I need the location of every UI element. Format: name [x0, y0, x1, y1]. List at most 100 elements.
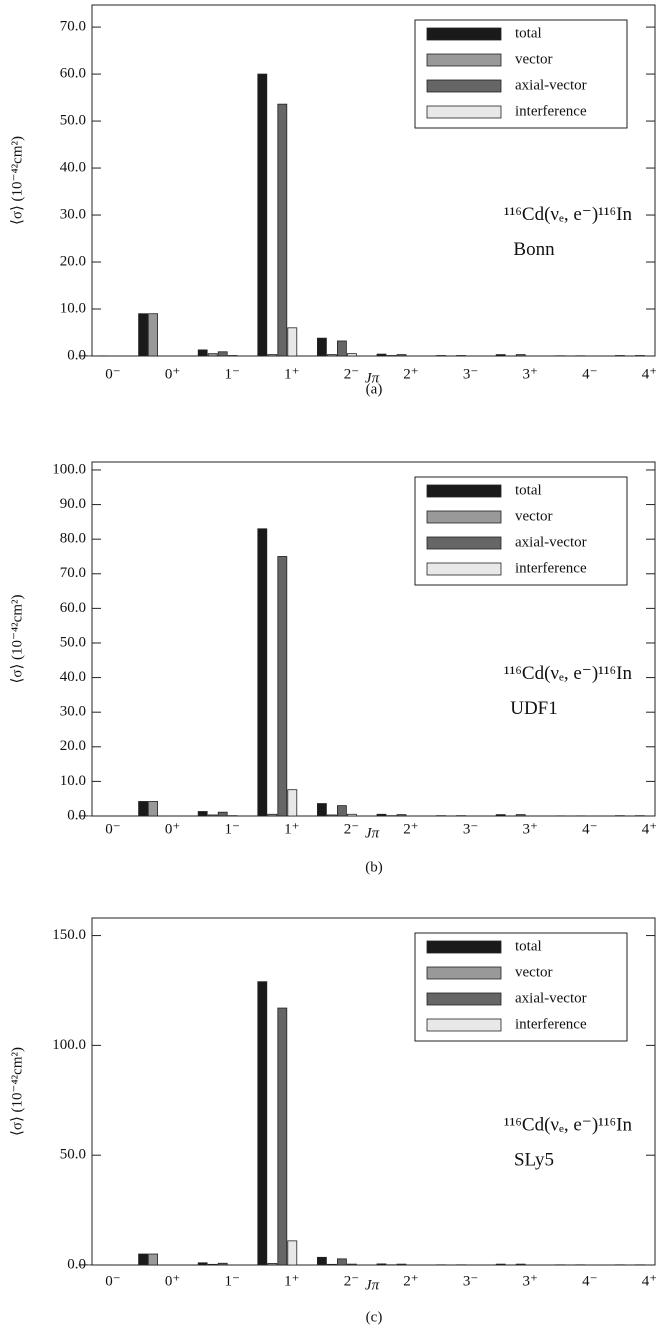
caption: (c)	[366, 1309, 383, 1325]
bar	[396, 354, 407, 357]
legend-swatch	[426, 966, 502, 980]
x-tick-label: 3⁺	[522, 366, 537, 382]
x-tick-label: 0⁺	[165, 1273, 180, 1289]
plot-frame	[91, 461, 656, 817]
legend-label: total	[515, 938, 542, 954]
y-tick-label: 20.0	[60, 253, 86, 269]
y-tick-label: 10.0	[60, 300, 86, 316]
model-label: SLy5	[514, 1150, 554, 1171]
bar	[197, 811, 208, 817]
x-tick-label: 0⁻	[105, 366, 120, 382]
bar	[277, 556, 288, 817]
x-tick-label: 1⁻	[224, 1273, 239, 1289]
bar	[257, 528, 268, 817]
y-tick-label: 60.0	[60, 600, 86, 616]
y-tick-label: 10.0	[60, 773, 86, 789]
bar	[326, 814, 337, 817]
bar	[207, 353, 218, 357]
legend-swatch	[426, 53, 502, 67]
y-tick-label: 90.0	[60, 496, 86, 512]
y-tick-label: 150.0	[52, 927, 86, 943]
plot-frame	[91, 917, 656, 1266]
bar	[495, 1263, 506, 1266]
legend-swatch	[426, 105, 502, 119]
y-tick-label: 20.0	[60, 738, 86, 754]
bar	[138, 1253, 149, 1266]
bar	[376, 353, 387, 357]
annotation: ¹¹⁶Cd(νₑ, e⁻)¹¹⁶In	[504, 204, 633, 225]
legend-label: interference	[515, 560, 587, 576]
x-tick-label: 1⁺	[284, 821, 299, 837]
legend-label: axial-vector	[515, 990, 587, 1006]
bar	[316, 1256, 327, 1266]
y-tick-label: 0.0	[67, 1256, 86, 1272]
bar	[287, 1240, 298, 1266]
y-tick-label: 40.0	[60, 669, 86, 685]
y-axis-label: ⟨σ⟩ (10⁻⁴²cm²)	[9, 136, 25, 225]
bar	[346, 353, 357, 357]
x-tick-label: 0⁺	[165, 821, 180, 837]
bar	[217, 811, 228, 817]
legend-label: interference	[515, 1016, 587, 1032]
y-tick-label: 50.0	[60, 634, 86, 650]
x-tick-label: 2⁺	[403, 1273, 418, 1289]
x-tick-label: 3⁺	[522, 1273, 537, 1289]
bar	[257, 981, 268, 1266]
legend-label: vector	[515, 964, 552, 980]
x-axis-label: Jπ	[365, 1277, 380, 1293]
bar	[287, 789, 298, 817]
x-tick-label: 2⁻	[344, 366, 359, 382]
bar	[396, 1263, 407, 1266]
x-tick-label: 1⁺	[284, 1273, 299, 1289]
bar	[197, 1262, 208, 1266]
bar	[207, 814, 218, 817]
y-tick-label: 40.0	[60, 159, 86, 175]
y-tick-label: 100.0	[52, 1037, 86, 1053]
bar	[138, 313, 149, 357]
bar	[346, 1263, 357, 1266]
y-tick-label: 30.0	[60, 704, 86, 720]
x-tick-label: 4⁺	[642, 366, 656, 382]
legend-swatch	[426, 484, 502, 498]
legend-label: interference	[515, 103, 587, 119]
bar	[138, 801, 149, 817]
x-tick-label: 4⁻	[582, 821, 597, 837]
bar	[148, 801, 159, 817]
x-tick-label: 2⁺	[403, 821, 418, 837]
x-tick-label: 3⁻	[463, 821, 478, 837]
x-tick-label: 4⁻	[582, 366, 597, 382]
legend-swatch	[426, 940, 502, 954]
y-tick-label: 50.0	[60, 1147, 86, 1163]
plot-frame	[91, 4, 656, 357]
bar	[316, 803, 327, 817]
y-tick-label: 100.0	[52, 461, 86, 477]
legend-swatch	[426, 79, 502, 93]
y-tick-label: 80.0	[60, 531, 86, 547]
legend-label: axial-vector	[515, 77, 587, 93]
annotation: ¹¹⁶Cd(νₑ, e⁻)¹¹⁶In	[504, 663, 633, 684]
x-tick-label: 0⁻	[105, 1273, 120, 1289]
y-tick-label: 70.0	[60, 565, 86, 581]
bar	[336, 340, 347, 357]
x-tick-label: 3⁻	[463, 366, 478, 382]
x-tick-label: 1⁻	[224, 366, 239, 382]
x-tick-label: 0⁺	[165, 366, 180, 382]
y-axis-label: ⟨σ⟩ (10⁻⁴²cm²)	[9, 1047, 25, 1136]
caption: (b)	[365, 859, 383, 875]
x-tick-label: 4⁺	[642, 821, 656, 837]
bar	[197, 349, 208, 357]
model-label: Bonn	[513, 239, 555, 260]
x-axis-label: Jπ	[365, 825, 380, 841]
y-tick-label: 0.0	[67, 807, 86, 823]
bar	[495, 354, 506, 357]
bar	[515, 354, 526, 357]
y-tick-label: 70.0	[60, 19, 86, 35]
bar	[336, 805, 347, 817]
bar	[148, 1253, 159, 1266]
bar	[495, 814, 506, 817]
bar	[316, 337, 327, 357]
bar	[515, 814, 526, 817]
legend-swatch	[426, 510, 502, 524]
